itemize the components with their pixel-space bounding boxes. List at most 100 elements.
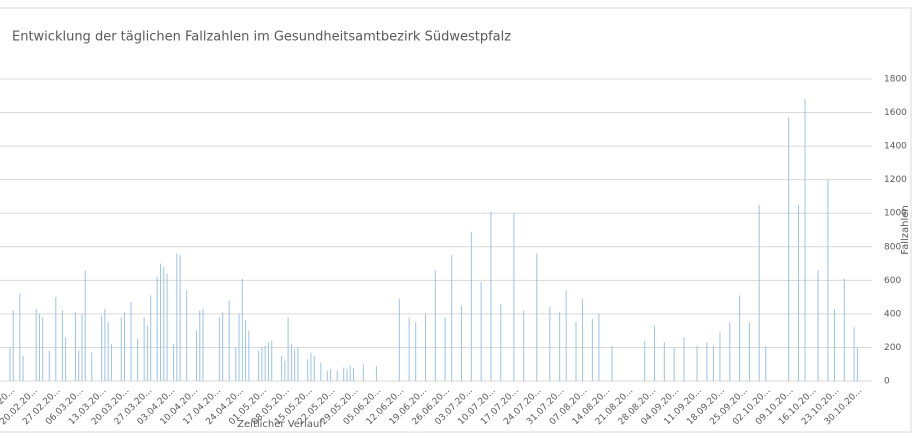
bar (425, 313, 427, 381)
bar (258, 350, 260, 381)
bar (343, 367, 345, 381)
bar (434, 270, 436, 381)
bar (235, 347, 237, 381)
bar (559, 312, 561, 381)
bar (729, 322, 731, 381)
bar (173, 344, 175, 381)
bar (375, 365, 377, 381)
bar (287, 317, 289, 381)
bar (12, 310, 14, 381)
bar (267, 342, 269, 381)
bar (549, 307, 551, 381)
bar (245, 320, 247, 381)
bar (284, 360, 286, 381)
bar (294, 349, 296, 381)
bar (739, 295, 741, 381)
bar (460, 305, 462, 381)
bar (353, 367, 355, 381)
bar (663, 342, 665, 381)
bar (797, 204, 799, 381)
bar (480, 282, 482, 381)
bar (120, 317, 122, 381)
y-tick-label: 1600 (884, 108, 907, 118)
y-tick-label: 1000 (884, 209, 907, 219)
bar (241, 278, 243, 381)
bar (673, 347, 675, 381)
y-tick-label: 800 (884, 242, 901, 252)
y-tick-label: 1400 (884, 142, 907, 152)
chart-frame (0, 7, 912, 433)
bar (110, 344, 112, 381)
y-tick-label: 400 (884, 309, 901, 319)
bar (218, 317, 220, 381)
bar (349, 365, 351, 381)
bar (290, 344, 292, 381)
bar (591, 318, 593, 381)
bar (696, 345, 698, 381)
bar (575, 322, 577, 381)
bar (130, 302, 132, 381)
bar (644, 340, 646, 381)
bar (470, 231, 472, 381)
bar (202, 308, 204, 381)
bar (61, 310, 63, 381)
bar (124, 312, 126, 381)
bar (84, 270, 86, 381)
bar (827, 179, 829, 381)
bar (104, 308, 106, 381)
bar (310, 352, 312, 381)
bar (683, 337, 685, 381)
bar (186, 290, 188, 381)
chart-title: Entwicklung der täglichen Fallzahlen im … (12, 30, 511, 45)
bar (101, 315, 103, 381)
y-tick-label: 1800 (884, 75, 907, 85)
bar (326, 370, 328, 381)
bar (817, 270, 819, 381)
bar (264, 345, 266, 381)
bar (35, 308, 37, 381)
bar (833, 308, 835, 381)
bar (415, 322, 417, 381)
bar (176, 253, 178, 381)
bar (523, 310, 525, 381)
bar (856, 347, 858, 381)
bar (55, 297, 57, 381)
bar (362, 364, 364, 381)
bar (238, 313, 240, 381)
bar (74, 312, 76, 381)
bar (313, 355, 315, 381)
bar (195, 330, 197, 381)
bar (346, 369, 348, 381)
bar (146, 325, 148, 381)
bar (706, 342, 708, 381)
bar (48, 350, 50, 381)
bar (261, 347, 263, 381)
bar (19, 293, 21, 381)
bar (598, 313, 600, 381)
bar (320, 362, 322, 381)
bar (163, 266, 165, 381)
bar (712, 345, 714, 381)
bar (91, 352, 93, 381)
y-tick-label: 1200 (884, 175, 907, 185)
y-axis-title: Fallzahlen (900, 205, 911, 255)
bar (748, 322, 750, 381)
bar (137, 339, 139, 381)
bar (81, 313, 83, 381)
bar (853, 327, 855, 381)
bar (42, 317, 44, 381)
bar (271, 340, 273, 381)
bar (788, 117, 790, 381)
bar (307, 359, 309, 381)
bar (222, 312, 224, 381)
bar (78, 350, 80, 381)
bar (22, 355, 24, 381)
y-tick-label: 600 (884, 276, 901, 286)
bar (582, 298, 584, 381)
y-tick-label: 200 (884, 343, 901, 353)
bar (611, 345, 613, 381)
x-axis-title: Zeitlicher Verlauf (237, 419, 323, 430)
bar (565, 290, 567, 381)
bar (330, 369, 332, 381)
